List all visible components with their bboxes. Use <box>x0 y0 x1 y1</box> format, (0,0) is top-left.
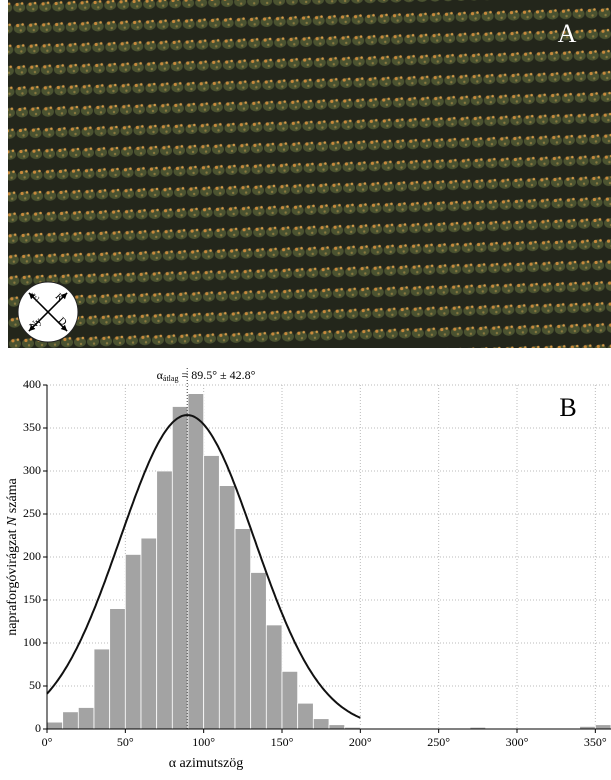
histogram-bar <box>265 624 283 730</box>
y-tick-label: 300 <box>23 463 41 477</box>
y-tick-label: 100 <box>23 635 41 649</box>
x-tick-label: 150° <box>271 735 294 749</box>
y-tick-label: 0 <box>35 721 41 735</box>
annotation-text: = 89.5° ± 42.8° <box>181 368 255 382</box>
x-tick-label: 300° <box>506 735 529 749</box>
histogram-bar <box>124 554 142 730</box>
photo-panel: A É K D Ny <box>8 0 611 348</box>
panel-label: B <box>559 393 576 422</box>
histogram-bar <box>46 721 64 730</box>
histogram-bar <box>250 572 267 730</box>
compass: É K D Ny <box>17 281 79 343</box>
histogram-bar <box>62 711 79 730</box>
x-tick-label: 200° <box>349 735 372 749</box>
y-tick-label: 150 <box>23 592 41 606</box>
histogram-panel: 0 50 100 150 200 250 300 350 400 0° 50° 100° 150° 200… <box>23 368 611 749</box>
histogram-bar <box>156 470 173 730</box>
normal-fit-curve <box>46 414 361 719</box>
histogram-bar <box>171 406 189 730</box>
y-tick-label: 400 <box>23 377 41 391</box>
y-axis-label: napraforgóvirágzat N száma <box>5 477 20 635</box>
aerial-photo <box>8 0 611 348</box>
histogram-bar <box>312 718 330 730</box>
histogram-bar <box>77 707 95 730</box>
annotation-subscript: átlag <box>163 374 179 383</box>
histogram-bar <box>297 702 314 730</box>
mean-annotation: αátlag = 89.5° ± 42.8° <box>157 368 256 383</box>
y-tick-label: 250 <box>23 506 41 520</box>
histogram-bar <box>140 537 158 730</box>
histogram-bar <box>187 393 205 730</box>
histogram-bar <box>234 528 252 730</box>
x-tick-label: 350° <box>584 735 607 749</box>
y-tick-label: 200 <box>23 549 41 563</box>
histogram-bar <box>203 455 220 730</box>
y-label-part: száma <box>5 477 20 516</box>
histogram-bar <box>218 485 236 730</box>
histogram-bar <box>594 724 611 730</box>
x-tick-label: 0° <box>42 735 53 749</box>
panel-label: A <box>558 19 577 48</box>
histogram-bar <box>281 670 299 730</box>
y-tick-label: 350 <box>23 420 41 434</box>
y-label-part: N <box>5 516 20 527</box>
histogram-bar <box>93 648 111 730</box>
histogram-bar <box>328 724 346 730</box>
y-tick-label: 50 <box>29 678 41 692</box>
x-tick-label: 50° <box>117 735 134 749</box>
x-axis-label: α azimutszög <box>169 756 244 771</box>
annotation-symbol: α <box>157 368 164 382</box>
histogram-bar <box>109 608 126 730</box>
x-tick-label: 100° <box>192 735 215 749</box>
y-label-part: napraforgóvirágzat <box>5 526 20 636</box>
x-tick-label: 250° <box>427 735 450 749</box>
